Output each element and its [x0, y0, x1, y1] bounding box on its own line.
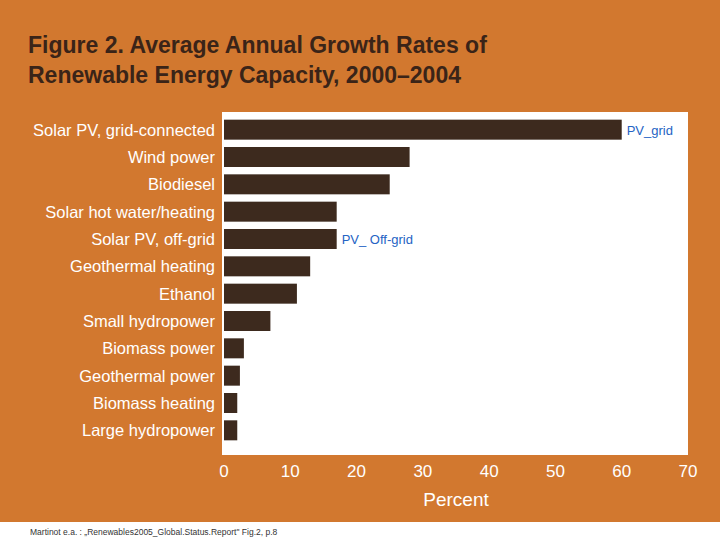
chart-svg: Figure 2. Average Annual Growth Rates of… [0, 0, 720, 540]
title: Figure 2. Average Annual Growth Rates of… [28, 30, 588, 90]
category-label: Geothermal power [79, 367, 215, 385]
bar [224, 147, 410, 167]
bar [224, 338, 244, 358]
annotation: PV_ Off-grid [342, 232, 413, 247]
title-box: Figure 2. Average Annual Growth Rates of… [28, 30, 598, 100]
category-label: Solar PV, grid-connected [33, 121, 215, 139]
category-label: Solar PV, off-grid [91, 230, 215, 248]
tick-label: 50 [546, 462, 565, 481]
category-label: Solar hot water/heating [45, 203, 215, 221]
bar [224, 393, 237, 413]
annotation: PV_grid [627, 123, 673, 138]
plot-panel [222, 112, 688, 455]
page-background [0, 0, 720, 540]
frame-background [0, 0, 720, 522]
category-label: Biomass heating [93, 394, 215, 412]
bar [224, 420, 237, 440]
bars [224, 120, 622, 441]
bar [224, 366, 240, 386]
category-label: Biodiesel [148, 175, 215, 193]
category-label: Ethanol [159, 285, 215, 303]
bar [224, 120, 622, 140]
tick-label: 10 [281, 462, 300, 481]
category-label: Small hydropower [83, 312, 216, 330]
category-label: Geothermal heating [70, 257, 215, 275]
chart-root: Figure 2. Average Annual Growth Rates of… [0, 0, 720, 540]
bar [224, 174, 390, 194]
category-label: Wind power [128, 148, 216, 166]
bar [224, 229, 337, 249]
category-label: Biomass power [102, 339, 215, 357]
tick-label: 20 [347, 462, 366, 481]
source-note: Martinot e.a. : „Renewables2005_Global.S… [30, 527, 278, 537]
tick-label: 30 [413, 462, 432, 481]
tick-label: 0 [219, 462, 228, 481]
bar [224, 256, 310, 276]
tick-label: 70 [679, 462, 698, 481]
tick-label: 60 [612, 462, 631, 481]
tick-label: 40 [480, 462, 499, 481]
bar [224, 284, 297, 304]
category-label: Large hydropower [82, 421, 216, 439]
bar [224, 311, 270, 331]
bar [224, 202, 337, 222]
axis-label: Percent [423, 489, 489, 510]
